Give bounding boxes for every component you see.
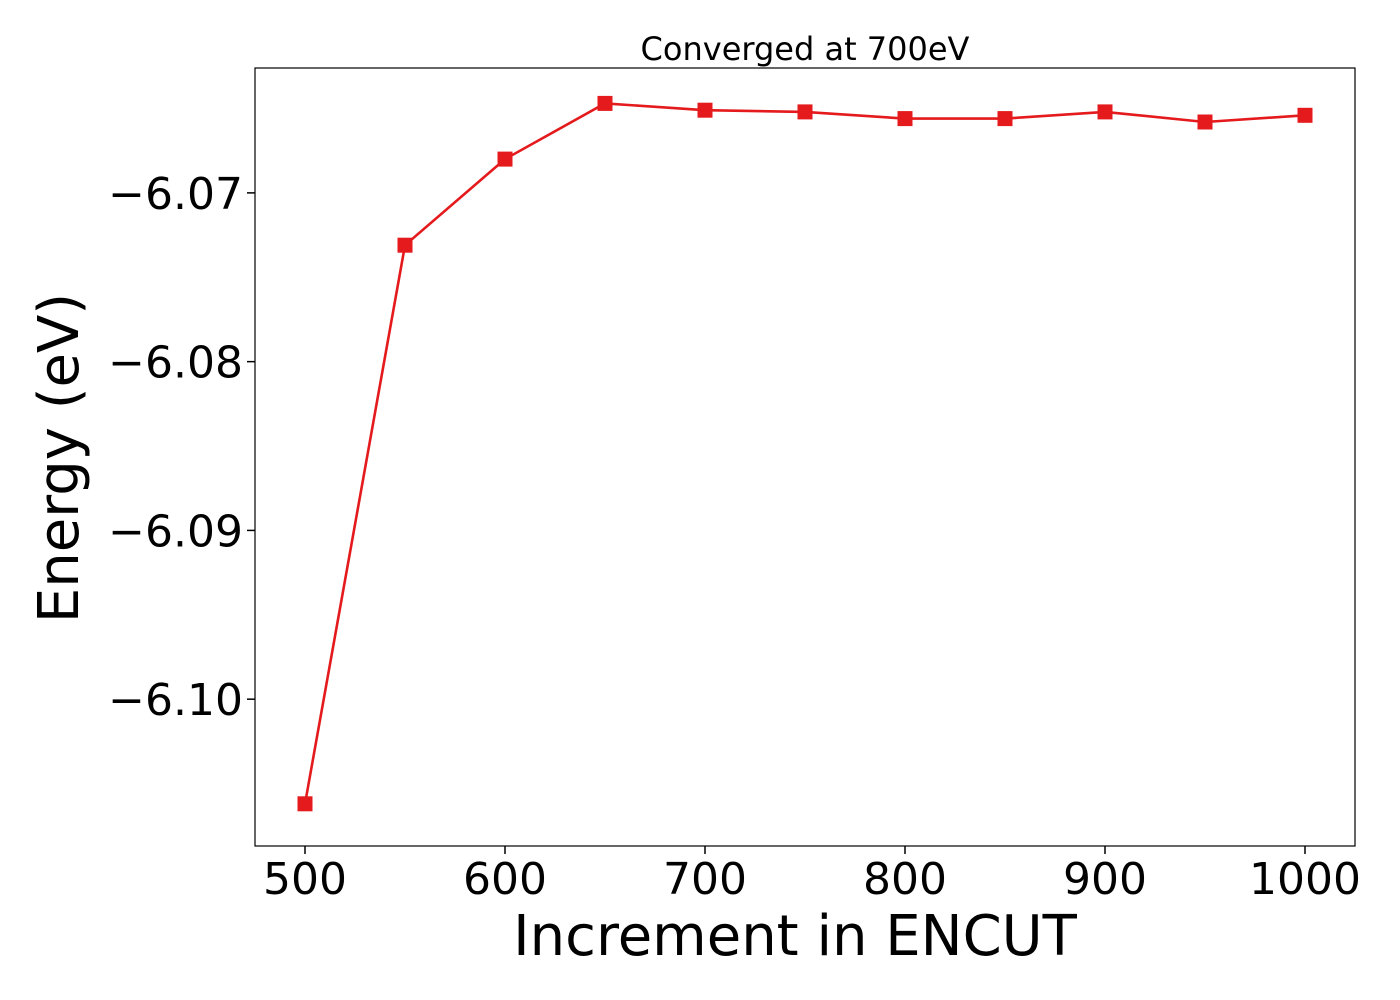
x-tick-label: 600 — [463, 854, 547, 905]
x-axis: 500 600 700 800 900 1000 — [263, 846, 1361, 905]
data-point-marker — [297, 796, 313, 812]
plot-frame — [254, 67, 1356, 847]
data-point-marker — [797, 104, 813, 120]
y-tick-label: −6.10 — [108, 675, 243, 726]
x-tick-label: 700 — [663, 854, 747, 905]
data-point-marker — [597, 95, 613, 111]
y-tick-label: −6.07 — [108, 169, 243, 220]
data-point-marker — [1197, 114, 1213, 130]
series-line — [303, 102, 1306, 805]
chart-title: Converged at 700eV — [641, 30, 970, 68]
x-axis-label: Increment in ENCUT — [513, 904, 1078, 969]
y-axis: −6.07 −6.08 −6.09 −6.10 — [108, 169, 255, 726]
plot-area — [297, 95, 1313, 812]
data-point-marker — [497, 151, 513, 167]
data-point-marker — [397, 237, 413, 253]
data-point-marker — [1097, 104, 1113, 120]
x-tick-label: 1000 — [1249, 854, 1361, 905]
y-tick-label: −6.08 — [108, 338, 243, 389]
y-tick-label: −6.09 — [108, 506, 243, 557]
data-point-marker — [1297, 107, 1313, 123]
x-tick-label: 800 — [863, 854, 947, 905]
data-point-marker — [897, 111, 913, 127]
x-tick-label: 900 — [1063, 854, 1147, 905]
y-axis-label: Energy (eV) — [27, 293, 92, 623]
data-point-marker — [697, 102, 713, 118]
x-tick-label: 500 — [263, 854, 347, 905]
data-point-marker — [997, 111, 1013, 127]
